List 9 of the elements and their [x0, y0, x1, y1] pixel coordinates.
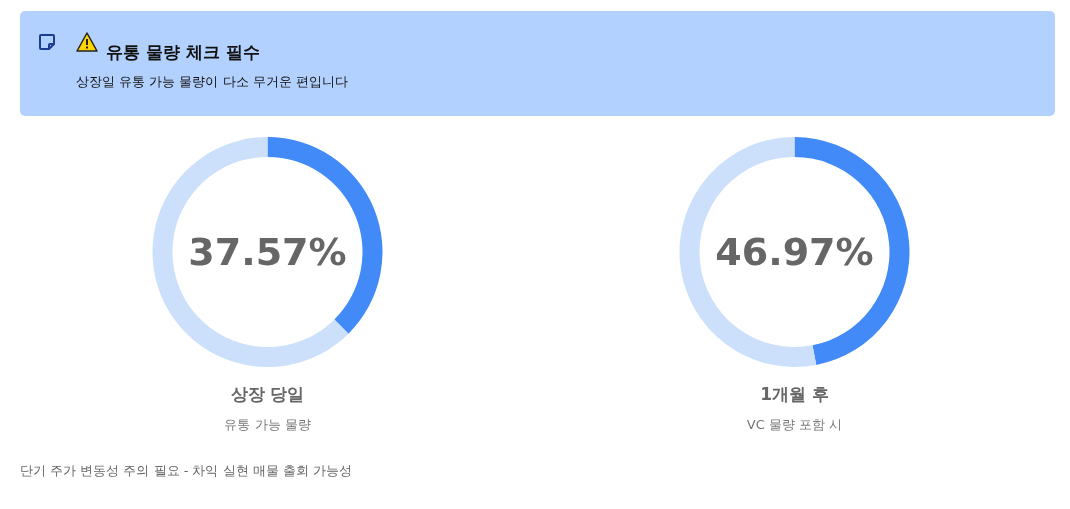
text: 1개월 후 [760, 383, 829, 404]
text: 상장 당일 [230, 383, 305, 404]
text: 단기 주가 변동성 주의 필요 - 차익 실현 매물 출회 가능성 [20, 462, 353, 480]
data-label: 37.57% [188, 230, 347, 274]
text: 유통 가능 물량 [224, 417, 311, 432]
text: 유통 물량 체크 필수 [106, 41, 260, 64]
text: VC 물량 포함 시 [746, 417, 843, 432]
text: 상장일 유통 가능 물량이 다소 무거운 편입니다 [76, 73, 348, 91]
data-label: 46.97% [715, 230, 874, 274]
